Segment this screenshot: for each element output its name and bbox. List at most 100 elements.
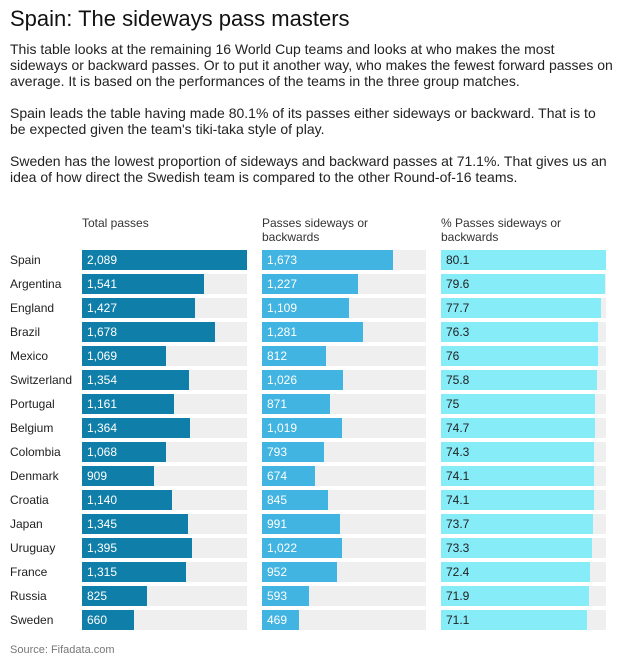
bar-track: 991 bbox=[262, 514, 426, 534]
bar-total-passes bbox=[82, 250, 247, 270]
bar-total-passes bbox=[82, 370, 189, 390]
bar-track: 660 bbox=[82, 610, 247, 630]
bar-track: 871 bbox=[262, 394, 426, 414]
bar-track: 593 bbox=[262, 586, 426, 606]
bar-track: 74.1 bbox=[441, 490, 606, 510]
bar-value-label: 660 bbox=[87, 613, 108, 627]
bar-track: 1,068 bbox=[82, 442, 247, 462]
bar-track: 1,161 bbox=[82, 394, 247, 414]
bar-value-label: 77.7 bbox=[446, 301, 470, 315]
bar-track: 75.8 bbox=[441, 370, 606, 390]
bar-value-label: 1,227 bbox=[267, 277, 298, 291]
row-label: France bbox=[10, 565, 48, 579]
bar-value-label: 1,161 bbox=[87, 397, 118, 411]
bar-value-label: 74.7 bbox=[446, 421, 470, 435]
bar-value-label: 1,068 bbox=[87, 445, 118, 459]
bar-pct-sideways bbox=[441, 394, 595, 414]
bar-sideways-passes bbox=[262, 322, 363, 342]
bar-pct-sideways bbox=[441, 442, 594, 462]
bar-total-passes bbox=[82, 418, 190, 438]
bar-track: 1,281 bbox=[262, 322, 426, 342]
bar-value-label: 909 bbox=[87, 469, 108, 483]
bar-value-label: 812 bbox=[267, 349, 288, 363]
bar-track: 1,678 bbox=[82, 322, 247, 342]
bar-value-label: 1,281 bbox=[267, 325, 298, 339]
row-label: Switzerland bbox=[10, 373, 73, 387]
bar-track: 1,541 bbox=[82, 274, 247, 294]
bar-total-passes bbox=[82, 442, 166, 462]
bar-value-label: 793 bbox=[267, 445, 288, 459]
bar-track: 73.7 bbox=[441, 514, 606, 534]
bar-value-label: 1,673 bbox=[267, 253, 298, 267]
bar-track: 76 bbox=[441, 346, 606, 366]
row-label: Sweden bbox=[10, 613, 54, 627]
bar-track: 1,140 bbox=[82, 490, 247, 510]
column-header-pct-sideways: % Passes sideways or backwards bbox=[441, 216, 562, 244]
bar-value-label: 871 bbox=[267, 397, 288, 411]
bar-total-passes bbox=[82, 562, 186, 582]
bar-value-label: 74.3 bbox=[446, 445, 470, 459]
bar-sideways-passes bbox=[262, 250, 393, 270]
bar-pct-sideways bbox=[441, 538, 592, 558]
bar-track: 1,227 bbox=[262, 274, 426, 294]
bar-pct-sideways bbox=[441, 490, 594, 510]
bar-value-label: 1,345 bbox=[87, 517, 118, 531]
bar-sideways-passes bbox=[262, 514, 340, 534]
bar-value-label: 952 bbox=[267, 565, 288, 579]
bar-track: 74.3 bbox=[441, 442, 606, 462]
bar-track: 76.3 bbox=[441, 322, 606, 342]
bar-track: 1,427 bbox=[82, 298, 247, 318]
bar-track: 79.6 bbox=[441, 274, 606, 294]
bar-value-label: 1,315 bbox=[87, 565, 118, 579]
bar-value-label: 1,541 bbox=[87, 277, 118, 291]
bar-pct-sideways bbox=[441, 370, 597, 390]
bar-total-passes bbox=[82, 610, 134, 630]
bar-track: 909 bbox=[82, 466, 247, 486]
bar-pct-sideways bbox=[441, 514, 593, 534]
bar-track: 1,109 bbox=[262, 298, 426, 318]
bar-value-label: 80.1 bbox=[446, 253, 470, 267]
bar-track: 952 bbox=[262, 562, 426, 582]
bar-track: 793 bbox=[262, 442, 426, 462]
bar-total-passes bbox=[82, 538, 192, 558]
bar-track: 72.4 bbox=[441, 562, 606, 582]
bar-total-passes bbox=[82, 274, 204, 294]
bar-total-passes bbox=[82, 298, 195, 318]
column-header-sideways-passes: Passes sideways or backwards bbox=[262, 216, 369, 244]
row-label: Croatia bbox=[10, 493, 49, 507]
bar-track: 674 bbox=[262, 466, 426, 486]
bar-track: 825 bbox=[82, 586, 247, 606]
row-label: Portugal bbox=[10, 397, 55, 411]
intro-paragraph: Sweden has the lowest proportion of side… bbox=[10, 153, 607, 185]
bar-value-label: 593 bbox=[267, 589, 288, 603]
bar-pct-sideways bbox=[441, 298, 601, 318]
bar-track: 1,395 bbox=[82, 538, 247, 558]
bar-track: 1,673 bbox=[262, 250, 426, 270]
bar-value-label: 1,026 bbox=[267, 373, 298, 387]
bar-total-passes bbox=[82, 586, 147, 606]
bar-track: 71.1 bbox=[441, 610, 606, 630]
bar-pct-sideways bbox=[441, 346, 598, 366]
bar-value-label: 1,427 bbox=[87, 301, 118, 315]
bar-track: 469 bbox=[262, 610, 426, 630]
bar-track: 1,354 bbox=[82, 370, 247, 390]
bar-pct-sideways bbox=[441, 562, 590, 582]
bar-sideways-passes bbox=[262, 346, 326, 366]
bar-pct-sideways bbox=[441, 322, 598, 342]
page-title: Spain: The sideways pass masters bbox=[10, 6, 350, 31]
bar-value-label: 991 bbox=[267, 517, 288, 531]
bar-track: 71.9 bbox=[441, 586, 606, 606]
source-note: Source: Fifadata.com bbox=[10, 644, 115, 656]
bar-value-label: 71.9 bbox=[446, 589, 470, 603]
row-label: Russia bbox=[10, 589, 47, 603]
bar-value-label: 469 bbox=[267, 613, 288, 627]
bar-total-passes bbox=[82, 490, 172, 510]
bar-total-passes bbox=[82, 466, 154, 486]
bar-track: 74.7 bbox=[441, 418, 606, 438]
row-label: Colombia bbox=[10, 445, 61, 459]
column-header-total-passes: Total passes bbox=[82, 216, 149, 230]
row-label: Belgium bbox=[10, 421, 54, 435]
bar-value-label: 825 bbox=[87, 589, 108, 603]
bar-pct-sideways bbox=[441, 250, 606, 270]
bar-track: 74.1 bbox=[441, 466, 606, 486]
